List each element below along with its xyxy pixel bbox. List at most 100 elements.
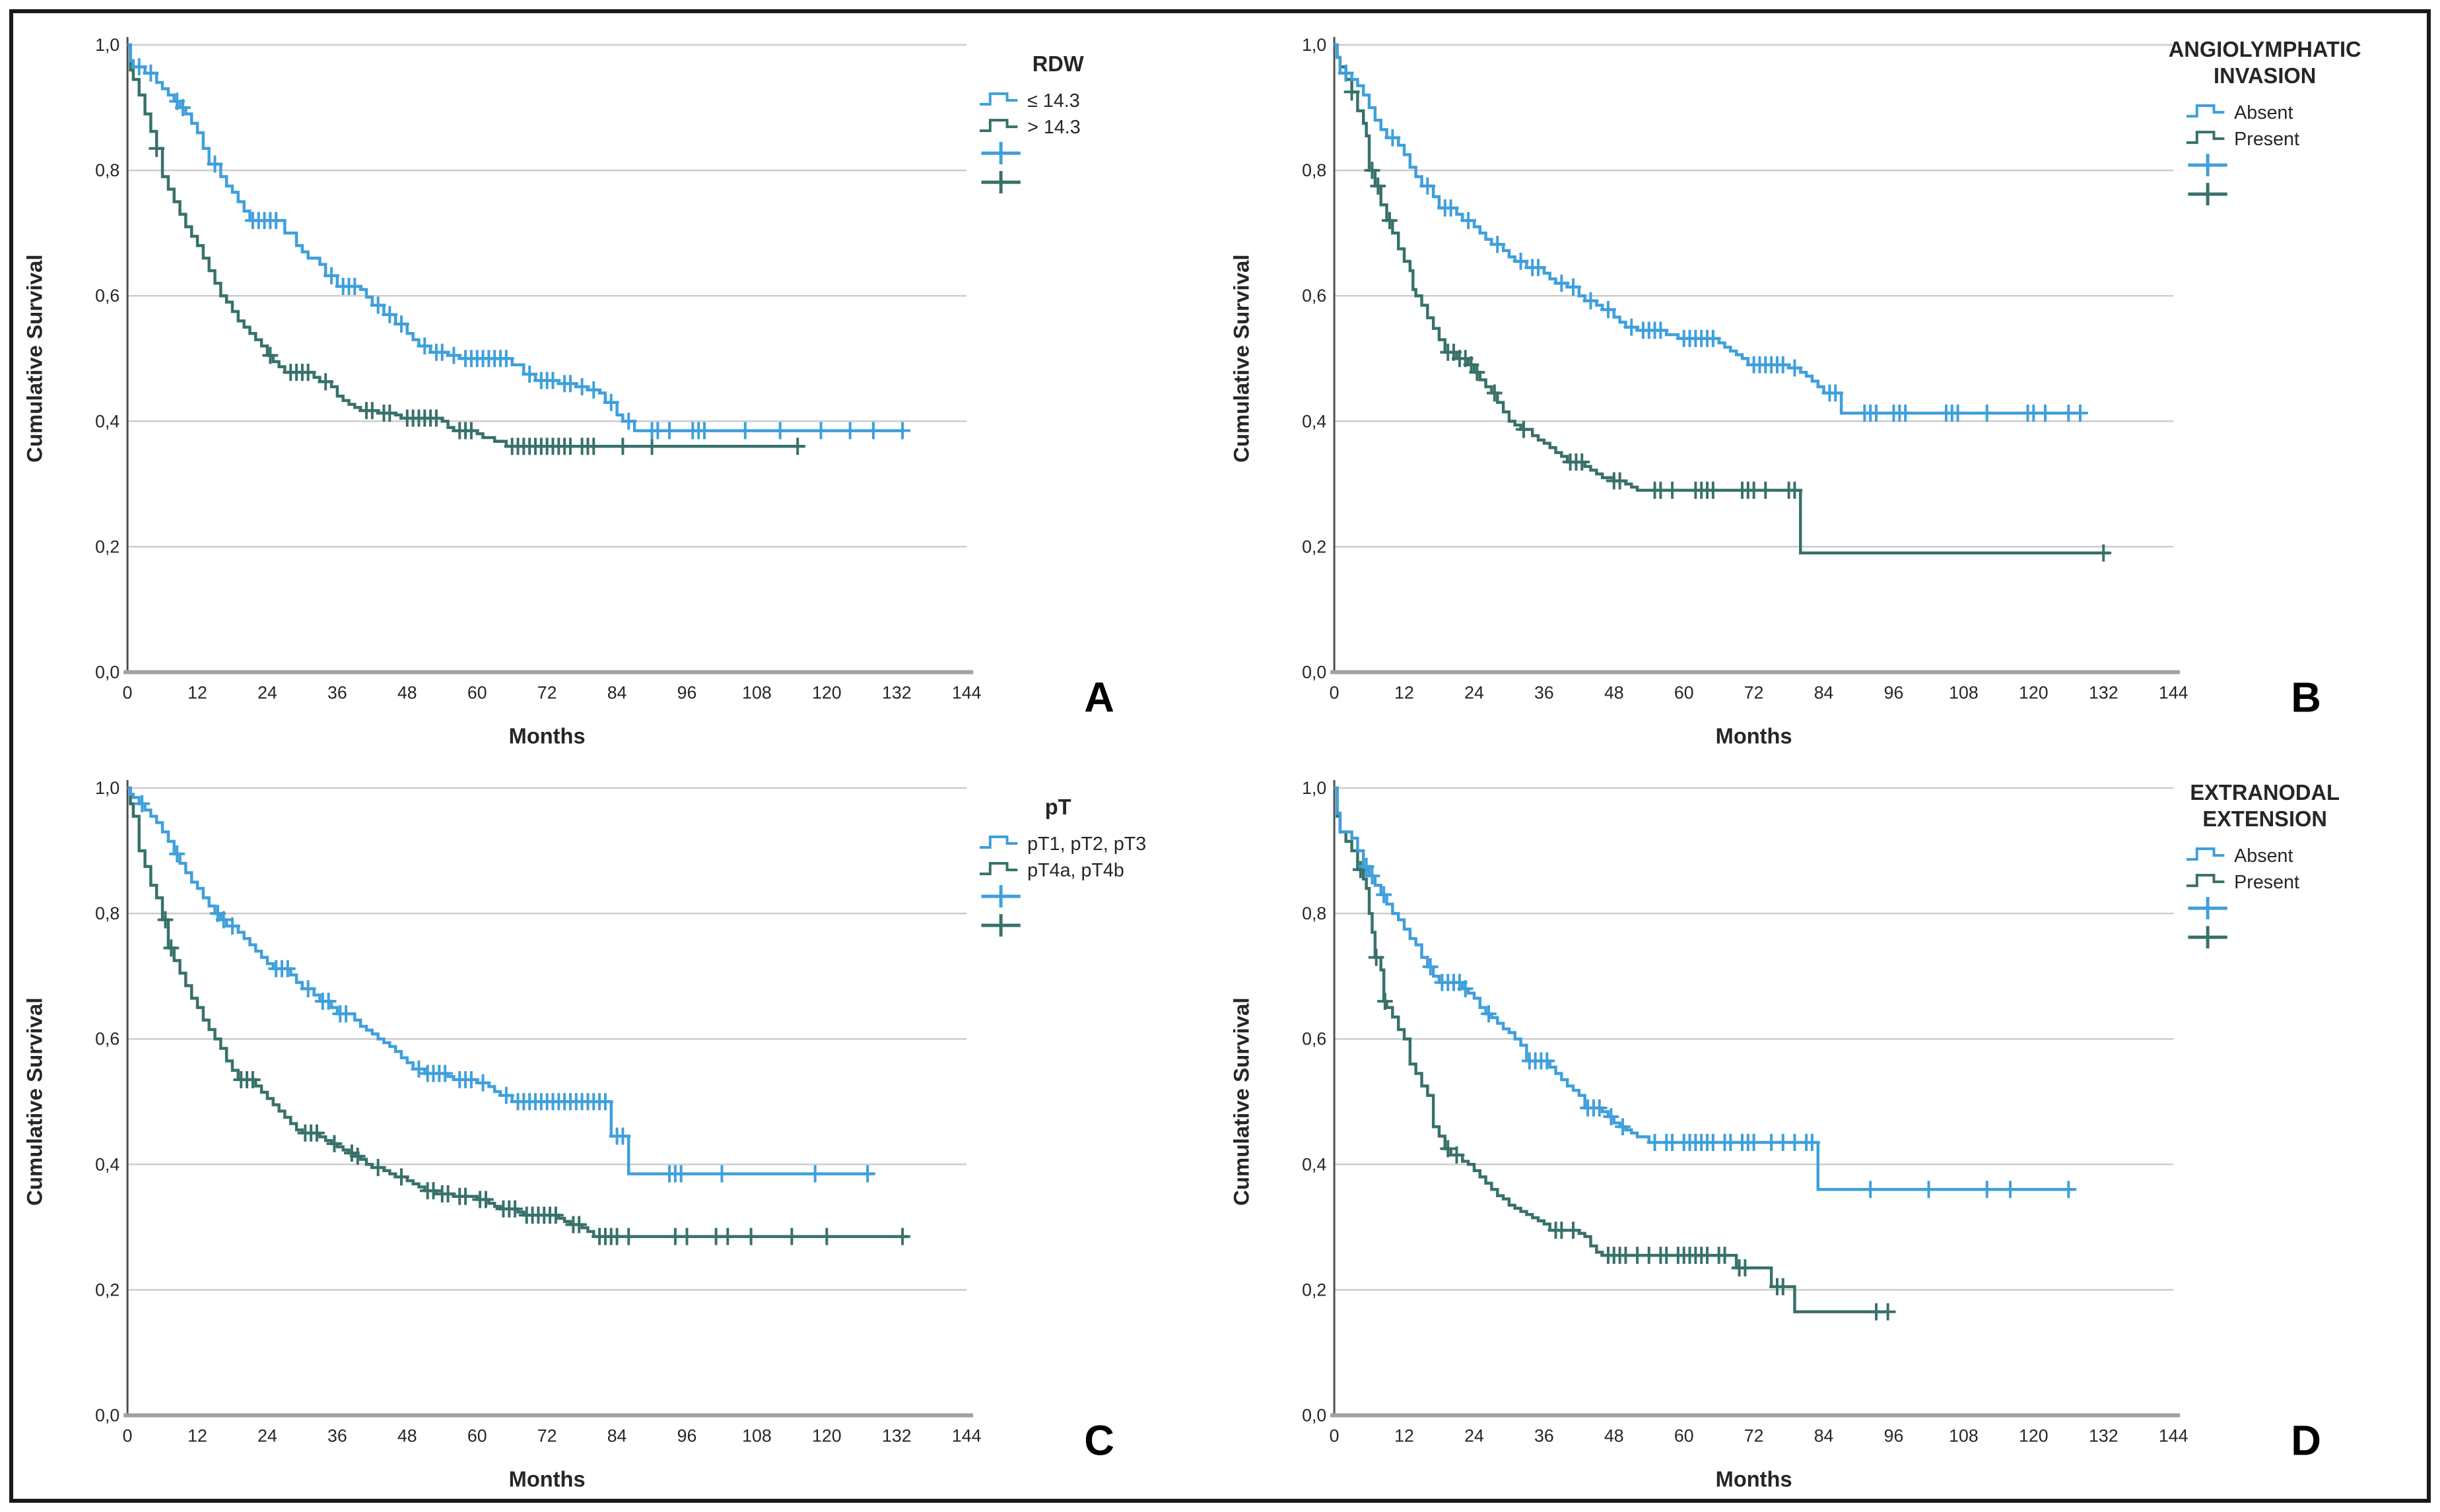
x-tick-label: 132 — [2089, 1426, 2118, 1445]
x-tick-label: 96 — [1884, 1426, 1904, 1445]
legend-title: pT — [1045, 794, 1071, 818]
legend-item-label: ≤ 14.3 — [1027, 90, 1079, 112]
survival-curve-teal — [127, 786, 908, 1238]
y-axis-title: Cumulative Survival — [22, 255, 47, 463]
y-tick-label: 0,4 — [95, 411, 119, 431]
legend-item-label: Present — [2234, 871, 2299, 892]
y-tick-label: 0,0 — [95, 662, 119, 682]
legend-line-icon-blue — [979, 92, 1018, 106]
x-tick-label: 120 — [812, 1426, 842, 1445]
y-tick-label: 0,8 — [1302, 160, 1326, 180]
y-tick-label: 0,2 — [95, 1280, 119, 1299]
x-tick-label: 0 — [123, 1426, 133, 1445]
x-tick-label: 96 — [677, 1426, 697, 1445]
panel-B: 1,0 0,8 0,6 0,4 0,2 0,0 0 12 24 36 48 60 72 84 96 108 12… — [1220, 13, 2427, 756]
legend-censor-icon-blue — [981, 142, 1021, 165]
x-tick-label: 60 — [467, 682, 487, 702]
y-tick-label: 0,0 — [1302, 662, 1326, 682]
x-axis-title: Months — [509, 1466, 586, 1491]
y-tick-label: 0,2 — [1302, 1280, 1326, 1299]
x-axis-title: Months — [1716, 723, 1792, 748]
panel-D: 1,0 0,8 0,6 0,4 0,2 0,0 0 12 24 36 48 60 72 84 96 108 12… — [1220, 756, 2427, 1499]
x-tick-label: 12 — [1394, 682, 1414, 702]
panel-letter: D — [2291, 1417, 2321, 1464]
panel-letter: B — [2291, 674, 2321, 721]
legend-line-icon-blue — [979, 835, 1018, 849]
x-tick-label: 0 — [1330, 682, 1339, 702]
panel-C-chart: 1,0 0,8 0,6 0,4 0,2 0,00 12 24 36 48 60 72 84 96 108 12… — [22, 777, 1147, 1491]
panel-letter: A — [1084, 674, 1114, 721]
y-tick-label: 0,6 — [1302, 1029, 1326, 1049]
x-tick-label: 72 — [1744, 682, 1764, 702]
survival-curve-blue — [1334, 786, 2075, 1191]
x-tick-label: 60 — [1674, 1426, 1694, 1445]
censor-marks-teal — [1352, 861, 1896, 1321]
panel-A-chart: 1,0 0,8 0,6 0,4 0,2 0,00 12 24 36 48 60 72 84 96 108 12… — [22, 35, 1114, 748]
survival-curve-teal — [1334, 43, 2110, 555]
legend-item-label: Present — [2234, 129, 2299, 150]
km-figure-frame: 1,0 0,8 0,6 0,4 0,2 0,0 0 12 24 36 48 60 72 84 96 108 12… — [9, 9, 2431, 1503]
censor-marks-teal — [157, 911, 910, 1245]
legend-title: EXTENSION — [2202, 806, 2327, 830]
panel-C: 1,0 0,8 0,6 0,4 0,2 0,0 0 12 24 36 48 60 72 84 96 108 12… — [13, 756, 1220, 1499]
censor-marks-teal — [149, 139, 806, 455]
x-tick-label: 60 — [467, 1426, 487, 1445]
y-tick-label: 0,8 — [95, 903, 119, 923]
y-tick-label: 0,8 — [95, 160, 119, 180]
x-tick-label: 48 — [1604, 682, 1624, 702]
y-tick-label: 0,2 — [95, 537, 119, 556]
x-tick-label: 12 — [1394, 1426, 1414, 1445]
x-tick-label: 0 — [123, 682, 133, 702]
x-tick-label: 72 — [1744, 1426, 1764, 1445]
legend-line-icon-blue — [2186, 104, 2225, 118]
y-tick-label: 0,4 — [1302, 1154, 1326, 1174]
x-tick-label: 132 — [882, 682, 912, 702]
x-tick-label: 84 — [607, 1426, 627, 1445]
y-tick-label: 0,0 — [95, 1405, 119, 1425]
x-tick-label: 84 — [1814, 1426, 1834, 1445]
x-tick-label: 48 — [1604, 1426, 1624, 1445]
x-tick-label: 120 — [812, 682, 842, 702]
y-tick-label: 0,6 — [95, 1029, 119, 1049]
legend-title: INVASION — [2214, 63, 2316, 88]
y-tick-label: 1,0 — [95, 35, 119, 55]
legend-line-icon-teal — [979, 119, 1018, 133]
censor-marks-blue — [131, 58, 910, 440]
legend-censor-icon-teal — [2188, 925, 2227, 948]
x-tick-label: 24 — [1464, 682, 1484, 702]
x-tick-label: 36 — [1534, 1426, 1554, 1445]
x-tick-label: 36 — [1534, 682, 1554, 702]
x-tick-label: 144 — [2159, 1426, 2188, 1445]
legend-censor-icon-teal — [2188, 183, 2227, 206]
legend-censor-icon-blue — [2188, 896, 2227, 919]
y-tick-label: 0,4 — [95, 1154, 119, 1174]
survival-curve-blue — [127, 786, 873, 1175]
legend-line-icon-teal — [979, 861, 1018, 875]
x-tick-label: 144 — [952, 682, 982, 702]
y-tick-label: 0,4 — [1302, 411, 1326, 431]
y-axis-title: Cumulative Survival — [1229, 255, 1254, 463]
legend-censor-icon-blue — [2188, 154, 2227, 177]
legend-item-label: Absent — [2234, 845, 2293, 866]
legend-censor-icon-blue — [981, 884, 1021, 907]
x-tick-label: 48 — [397, 1426, 417, 1445]
y-tick-label: 0,0 — [1302, 1405, 1326, 1425]
legend-line-icon-teal — [2186, 131, 2225, 145]
x-axis-title: Months — [509, 723, 586, 748]
x-tick-label: 108 — [742, 682, 772, 702]
y-tick-label: 0,2 — [1302, 537, 1326, 556]
x-tick-label: 12 — [187, 1426, 207, 1445]
x-tick-label: 84 — [1814, 682, 1834, 702]
censor-marks-blue — [1358, 857, 2077, 1198]
x-tick-label: 12 — [187, 682, 207, 702]
censor-marks-teal — [1343, 83, 2112, 562]
panel-letter: C — [1084, 1417, 1114, 1464]
legend-title: EXTRANODAL — [2190, 779, 2340, 804]
survival-curve-teal — [127, 43, 804, 448]
x-tick-label: 48 — [397, 682, 417, 702]
x-tick-label: 96 — [1884, 682, 1904, 702]
y-tick-label: 1,0 — [95, 777, 119, 797]
x-tick-label: 108 — [742, 1426, 772, 1445]
legend-item-label: > 14.3 — [1027, 117, 1080, 138]
x-tick-label: 0 — [1330, 1426, 1339, 1445]
